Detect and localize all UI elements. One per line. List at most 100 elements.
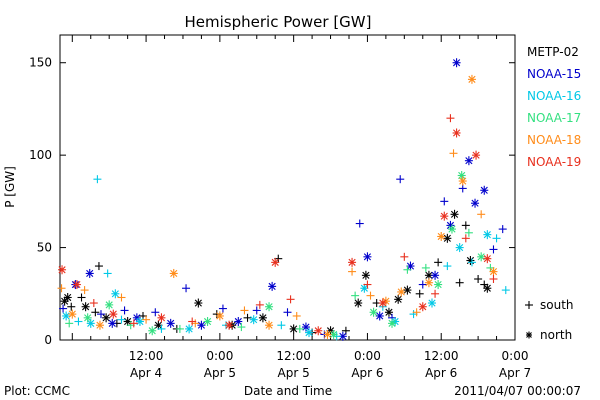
marker-noaa-18-north: [323, 329, 332, 339]
marker-noaa-15-north: [197, 320, 206, 330]
x-tick-label-date: Apr 6: [425, 366, 457, 380]
north-star-icon: [526, 331, 532, 339]
marker-metp-02-south: [434, 258, 443, 267]
marker-metp-02-south: [77, 293, 86, 302]
marker-metp-02-north: [102, 313, 111, 323]
marker-noaa-15-south: [96, 310, 105, 319]
marker-noaa-16-south: [443, 262, 452, 271]
marker-noaa-15-north: [446, 220, 455, 230]
marker-noaa-16-north: [391, 317, 400, 327]
marker-noaa-15-north: [234, 317, 243, 327]
marker-noaa-17-north: [447, 224, 456, 234]
marker-noaa-19-north: [452, 128, 461, 138]
marker-noaa-15-south: [252, 306, 261, 315]
marker-metp-02-north: [394, 294, 403, 304]
marker-noaa-18-south: [142, 315, 151, 324]
marker-noaa-15-south: [182, 284, 191, 293]
y-axis-label: P [GW]: [3, 166, 17, 208]
marker-metp-02-north: [354, 298, 363, 308]
marker-noaa-16-north: [455, 243, 464, 253]
x-tick-label-time: 0:00: [502, 349, 529, 363]
x-tick-label-date: Apr 4: [130, 366, 162, 380]
marker-metp-02-north: [450, 209, 459, 219]
marker-noaa-19-north: [348, 257, 357, 267]
marker-noaa-16-north: [111, 289, 120, 299]
legend-entry: NOAA-17: [527, 111, 581, 125]
marker-noaa-18-north: [169, 268, 178, 278]
marker-noaa-17-south: [175, 324, 184, 333]
marker-noaa-19-north: [378, 298, 387, 308]
marker-noaa-17-south: [464, 228, 473, 237]
marker-noaa-19-north: [225, 320, 234, 330]
marker-noaa-16-south: [277, 321, 286, 330]
marker-noaa-19-north: [418, 302, 427, 312]
marker-noaa-16-north: [62, 311, 71, 321]
marker-noaa-18-south: [57, 284, 66, 293]
marker-noaa-15-south: [151, 308, 160, 317]
x-tick-label-date: Apr 6: [351, 366, 383, 380]
marker-legend: south north: [525, 298, 574, 342]
marker-noaa-17-north: [105, 300, 114, 310]
marker-metp-02-south: [461, 221, 470, 230]
marker-noaa-18-north: [265, 320, 274, 330]
marker-noaa-18-south: [240, 306, 249, 315]
marker-metp-02-north: [63, 292, 72, 302]
marker-noaa-17-south: [237, 323, 246, 332]
marker-noaa-19-south: [363, 280, 372, 289]
legend-entry: NOAA-18: [527, 133, 581, 147]
marker-metp-02-south: [455, 278, 464, 287]
marker-noaa-18-south: [477, 210, 486, 219]
legend-entry: NOAA-15: [527, 67, 581, 81]
marker-noaa-18-north: [489, 267, 498, 277]
marker-noaa-18-north: [397, 287, 406, 297]
marker-noaa-17-north: [265, 302, 274, 312]
x-tick-label-time: 12:00: [424, 349, 459, 363]
marker-noaa-19-south: [400, 252, 409, 261]
y-tick-label: 150: [29, 56, 52, 70]
marker-legend-label: south: [540, 298, 574, 312]
marker-noaa-16-north: [305, 328, 314, 338]
marker-metp-02-north: [361, 270, 370, 280]
plot-area: [59, 34, 516, 341]
marker-noaa-16-south: [103, 269, 112, 278]
marker-noaa-17-north: [369, 307, 378, 317]
marker-noaa-15-north: [375, 311, 384, 321]
marker-noaa-19-north: [72, 280, 81, 290]
marker-noaa-18-north: [467, 74, 476, 84]
marker-noaa-15-south: [283, 308, 292, 317]
marker-noaa-16-north: [185, 324, 194, 334]
marker-noaa-18-north: [95, 320, 104, 330]
legend-entry: METP-02: [527, 45, 579, 59]
marker-noaa-15-south: [440, 197, 449, 206]
marker-noaa-15-north: [406, 261, 415, 271]
marker-noaa-17-north: [203, 317, 212, 327]
x-tick-label-time: 12:00: [276, 349, 311, 363]
marker-noaa-15-south: [498, 225, 507, 234]
south-plus-icon: [525, 301, 533, 309]
marker-noaa-15-north: [363, 252, 372, 262]
marker-metp-02-south: [243, 313, 252, 322]
marker-noaa-16-south: [467, 258, 476, 267]
marker-noaa-19-south: [89, 299, 98, 308]
marker-noaa-18-north: [458, 176, 467, 186]
marker-noaa-16-south: [501, 286, 510, 295]
marker-noaa-17-north: [477, 252, 486, 262]
marker-noaa-17-south: [351, 291, 360, 300]
marker-noaa-18-south: [412, 308, 421, 317]
marker-noaa-18-north: [68, 309, 77, 319]
marker-noaa-15-north: [166, 318, 175, 328]
x-tick-label-time: 12:00: [129, 349, 164, 363]
marker-metp-02-north: [384, 307, 393, 317]
marker-noaa-17-south: [421, 263, 430, 272]
x-tick-label-date: Apr 7: [499, 366, 531, 380]
marker-noaa-17-north: [434, 280, 443, 290]
marker-noaa-16-north: [135, 317, 144, 327]
x-axis: 12:00 Apr 4 0:00 Apr 5 12:00 Apr 5 0:00 Apr 6 12…: [71, 35, 531, 380]
marker-metp-02-north: [123, 317, 132, 327]
marker-metp-02-north: [403, 285, 412, 295]
marker-noaa-18-north: [215, 311, 224, 321]
marker-noaa-16-south: [117, 315, 126, 324]
marker-metp-02-south: [415, 289, 424, 298]
marker-noaa-16-south: [93, 175, 102, 184]
